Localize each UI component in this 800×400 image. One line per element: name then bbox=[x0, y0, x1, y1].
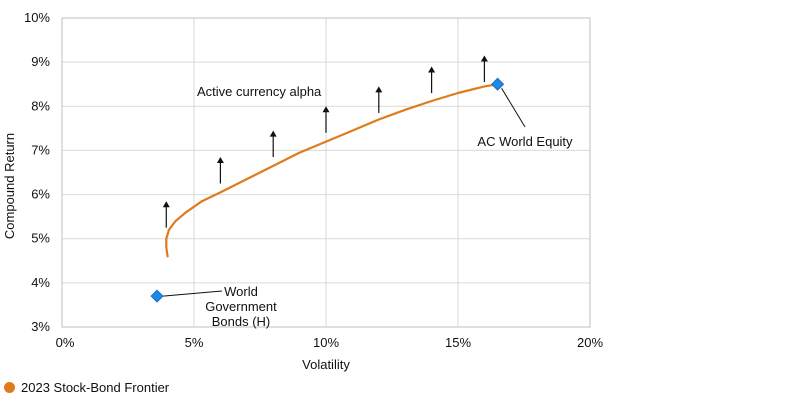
equity-label: AC World Equity bbox=[477, 134, 573, 149]
alpha-arrow-head bbox=[375, 86, 383, 93]
x-axis-title: Volatility bbox=[302, 357, 350, 372]
legend-label: 2023 Stock-Bond Frontier bbox=[21, 380, 170, 395]
bonds-label-line: World bbox=[224, 284, 258, 299]
x-tick-label: 20% bbox=[577, 335, 603, 350]
arrows-layer bbox=[162, 55, 488, 228]
x-tick-label: 0% bbox=[56, 335, 75, 350]
alpha-arrow-head bbox=[428, 66, 436, 73]
y-tick-label: 3% bbox=[31, 319, 50, 334]
alpha-arrow-head bbox=[216, 157, 224, 164]
bonds-label-line: Government bbox=[205, 299, 277, 314]
equity-leader-line bbox=[501, 87, 526, 128]
x-tick-label: 15% bbox=[445, 335, 471, 350]
legend: 2023 Stock-Bond Frontier bbox=[4, 380, 169, 395]
series-layer bbox=[165, 83, 499, 258]
bonds-label-line: Bonds (H) bbox=[212, 314, 271, 329]
bonds-marker bbox=[150, 289, 164, 303]
alpha-arrow-head bbox=[162, 201, 170, 208]
equity-marker bbox=[491, 77, 505, 91]
y-tick-label: 8% bbox=[31, 98, 50, 113]
plot-border bbox=[61, 17, 591, 328]
bonds-leader-line bbox=[162, 290, 223, 297]
alpha-arrow-head bbox=[322, 106, 330, 113]
tick-labels: 3% 4% 5% 6% 7% 8% 9% 10% 0% 5% 10% 15% 20% bbox=[24, 10, 603, 350]
legend-swatch bbox=[4, 382, 15, 393]
y-tick-label: 4% bbox=[31, 275, 50, 290]
y-tick-label: 9% bbox=[31, 54, 50, 69]
y-axis-title: Compound Return bbox=[2, 133, 17, 239]
y-tick-label: 5% bbox=[31, 231, 50, 246]
alpha-arrow-head bbox=[269, 130, 277, 137]
x-tick-label: 5% bbox=[185, 335, 204, 350]
frontier-line bbox=[165, 83, 499, 258]
y-tick-label: 6% bbox=[31, 187, 50, 202]
x-tick-label: 10% bbox=[313, 335, 339, 350]
gridlines bbox=[61, 17, 591, 328]
y-tick-label: 10% bbox=[24, 10, 50, 25]
alpha-arrow-head bbox=[480, 55, 488, 62]
y-tick-label: 7% bbox=[31, 142, 50, 157]
arrows-label: Active currency alpha bbox=[197, 84, 322, 99]
